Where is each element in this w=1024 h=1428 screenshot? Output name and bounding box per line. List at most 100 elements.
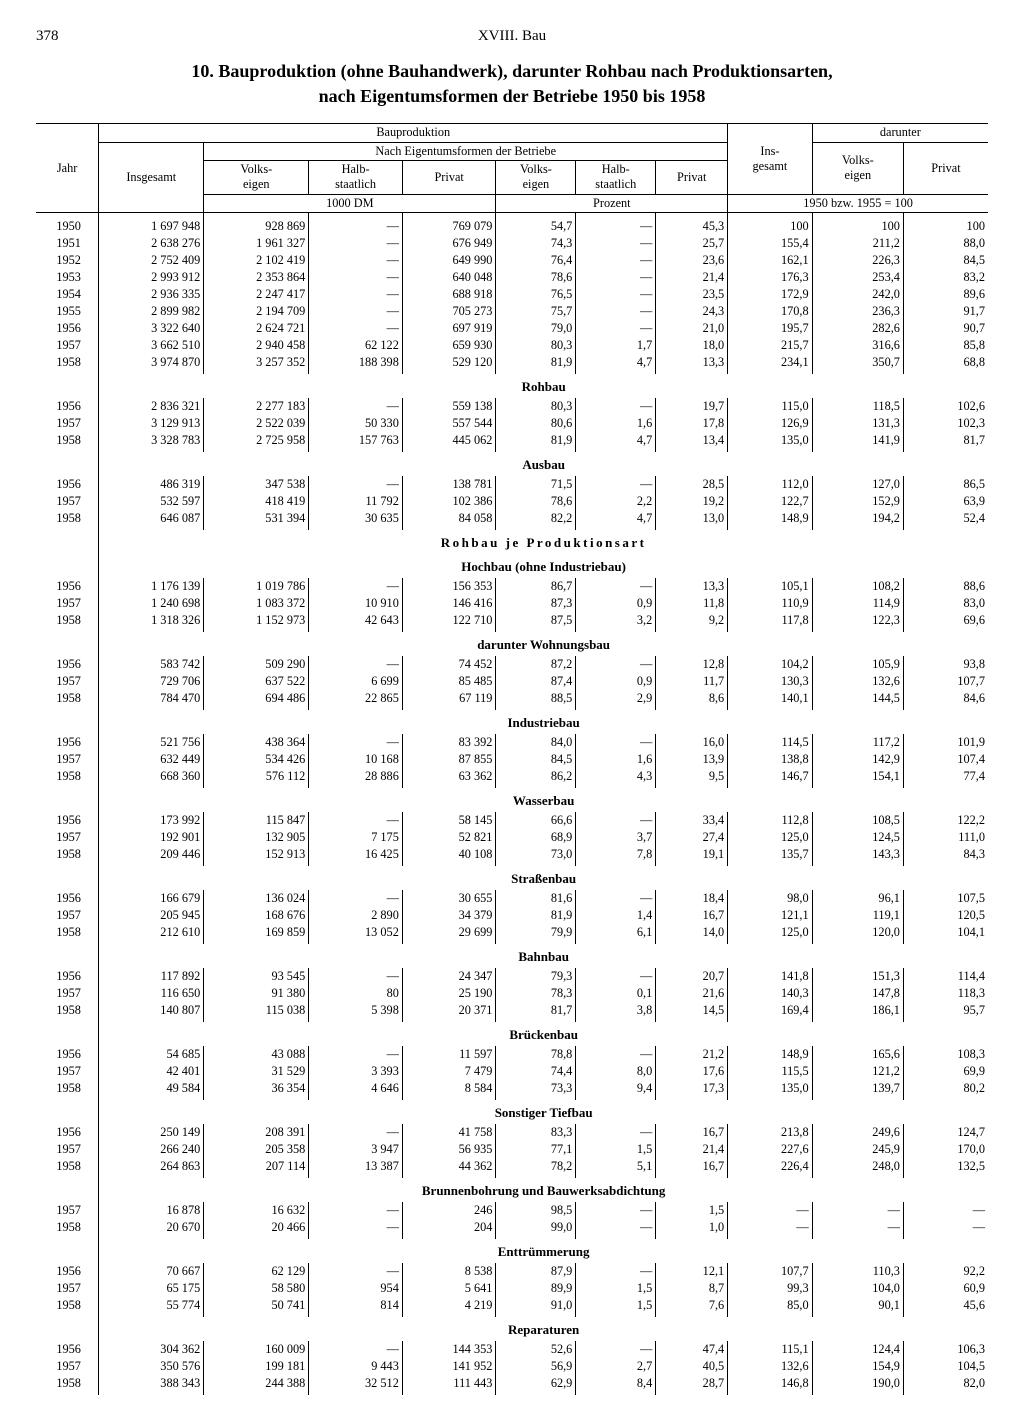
cell-year: 1957 — [36, 1141, 99, 1158]
cell-year: 1957 — [36, 1063, 99, 1080]
cell-value: 122,3 — [812, 612, 903, 632]
cell-value: 784 470 — [99, 690, 204, 710]
cell-value: 84,0 — [496, 734, 576, 751]
cell-value: 43 088 — [204, 1046, 309, 1063]
cell-value: — — [576, 1263, 656, 1280]
cell-value: 110,9 — [728, 595, 812, 612]
cell-value: — — [576, 734, 656, 751]
table-row: 19532 993 9122 353 864—640 04878,6—21,41… — [36, 269, 988, 286]
cell-value: 1 083 372 — [204, 595, 309, 612]
cell-value: 104,0 — [812, 1280, 903, 1297]
section-heading: Hochbau (ohne Industriebau) — [36, 554, 988, 578]
unit-index: 1950 bzw. 1955 = 100 — [728, 194, 988, 212]
cell-value: — — [576, 320, 656, 337]
cell-value: — — [728, 1219, 812, 1239]
cell-value: 76,4 — [496, 252, 576, 269]
cell-value: — — [576, 252, 656, 269]
cell-value: 31 529 — [204, 1063, 309, 1080]
cell-value: 10 910 — [309, 595, 403, 612]
cell-value: 11 597 — [402, 1046, 496, 1063]
cell-value: 21,6 — [656, 985, 728, 1002]
cell-value: 70 667 — [99, 1263, 204, 1280]
cell-value: 66,6 — [496, 812, 576, 829]
cell-value: 20 371 — [402, 1002, 496, 1022]
cell-value: 136 024 — [204, 890, 309, 907]
table-row: 1957192 901132 9057 17552 82168,93,727,4… — [36, 829, 988, 846]
cell-value: 87 855 — [402, 751, 496, 768]
cell-value: 132,6 — [728, 1358, 812, 1375]
cell-value: 68,8 — [903, 354, 988, 374]
cell-value: 576 112 — [204, 768, 309, 788]
table-row: 19561 176 1391 019 786—156 35386,7—13,31… — [36, 578, 988, 595]
cell-value: 132 905 — [204, 829, 309, 846]
section-heading: Rohbau — [36, 374, 988, 398]
cell-year: 1958 — [36, 1002, 99, 1022]
cell-value: — — [576, 303, 656, 320]
cell-value: — — [576, 890, 656, 907]
cell-value: 87,3 — [496, 595, 576, 612]
cell-value: 86,2 — [496, 768, 576, 788]
cell-value: — — [576, 213, 656, 236]
cell-value: 140 807 — [99, 1002, 204, 1022]
table-row: 1958668 360576 11228 88663 36286,24,39,5… — [36, 768, 988, 788]
table-row: 1956486 319347 538—138 78171,5—28,5112,0… — [36, 476, 988, 493]
cell-value: 115,1 — [728, 1341, 812, 1358]
cell-value: 249,6 — [812, 1124, 903, 1141]
cell-year: 1956 — [36, 1124, 99, 1141]
table-row: 195742 40131 5293 3937 47974,48,017,6115… — [36, 1063, 988, 1080]
cell-value: 11,7 — [656, 673, 728, 690]
cell-value: 234,1 — [728, 354, 812, 374]
cell-value: 194,2 — [812, 510, 903, 530]
cell-year: 1954 — [36, 286, 99, 303]
cell-value: — — [309, 968, 403, 985]
cell-year: 1958 — [36, 924, 99, 944]
cell-value: 17,8 — [656, 415, 728, 432]
cell-value: 534 426 — [204, 751, 309, 768]
cell-value: 2 624 721 — [204, 320, 309, 337]
cell-value: 88,0 — [903, 235, 988, 252]
cell-value: 117 892 — [99, 968, 204, 985]
cell-value: 78,6 — [496, 493, 576, 510]
cell-value: 2 899 982 — [99, 303, 204, 320]
cell-value: 83 392 — [402, 734, 496, 751]
cell-value: 44 362 — [402, 1158, 496, 1178]
cell-value: 6,1 — [576, 924, 656, 944]
cell-value: 165,6 — [812, 1046, 903, 1063]
table-row: 1956117 89293 545—24 34779,3—20,7141,815… — [36, 968, 988, 985]
cell-value: 659 930 — [402, 337, 496, 354]
section-title: Rohbau je Produktionsart — [99, 530, 988, 554]
cell-value: 81,9 — [496, 907, 576, 924]
cell-value: 54,7 — [496, 213, 576, 236]
cell-value: 11 792 — [309, 493, 403, 510]
cell-value: 208 391 — [204, 1124, 309, 1141]
table-row: 195670 66762 129—8 53887,9—12,1107,7110,… — [36, 1263, 988, 1280]
cell-value: 58 145 — [402, 812, 496, 829]
cell-value: — — [903, 1202, 988, 1219]
cell-value: 282,6 — [812, 320, 903, 337]
table-row: 195820 67020 466—20499,0—1,0——— — [36, 1219, 988, 1239]
cell-value: 91,0 — [496, 1297, 576, 1317]
cell-value: 1,5 — [576, 1297, 656, 1317]
cell-value: 2 102 419 — [204, 252, 309, 269]
cell-value: 80,6 — [496, 415, 576, 432]
cell-value: 17,6 — [656, 1063, 728, 1080]
cell-value: 25,7 — [656, 235, 728, 252]
cell-year: 1956 — [36, 1263, 99, 1280]
cell-year: 1958 — [36, 510, 99, 530]
cell-value: 151,3 — [812, 968, 903, 985]
section-heading: Straßenbau — [36, 866, 988, 890]
page-number: 378 — [36, 28, 59, 45]
cell-value: 20 670 — [99, 1219, 204, 1239]
cell-value: 2 993 912 — [99, 269, 204, 286]
cell-value: 58 580 — [204, 1280, 309, 1297]
cell-value: 90,1 — [812, 1297, 903, 1317]
cell-value: — — [309, 320, 403, 337]
cell-value: 152,9 — [812, 493, 903, 510]
table-row: 19573 662 5102 940 45862 122659 93080,31… — [36, 337, 988, 354]
cell-value: 13 387 — [309, 1158, 403, 1178]
cell-value: 120,5 — [903, 907, 988, 924]
cell-value: 132,5 — [903, 1158, 988, 1178]
cell-value: 144,5 — [812, 690, 903, 710]
table-row: 1957729 706637 5226 69985 48587,40,911,7… — [36, 673, 988, 690]
col-insgesamt-idx: Ins- gesamt — [728, 124, 812, 194]
